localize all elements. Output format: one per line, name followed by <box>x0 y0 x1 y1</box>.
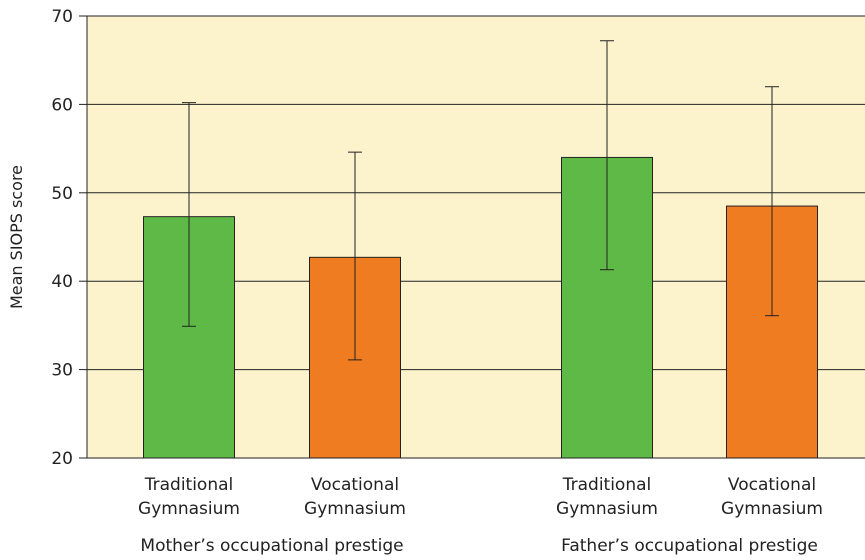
y-tick-label: 20 <box>51 449 73 469</box>
group-labels: Mother’s occupational prestige Father’s o… <box>140 536 817 556</box>
y-tick-label: 50 <box>51 184 73 204</box>
x-category-label: Vocational <box>728 475 816 495</box>
x-category-label: Traditional <box>562 475 652 495</box>
y-tick-label: 60 <box>51 95 73 115</box>
y-tick-label: 70 <box>51 7 73 27</box>
x-category-label: Gymnasium <box>556 499 658 519</box>
x-category-label: Gymnasium <box>138 499 240 519</box>
y-tick-label: 30 <box>51 361 73 381</box>
group-label: Father’s occupational prestige <box>561 536 818 556</box>
x-labels: Traditional Gymnasium Vocational Gymnasium T… <box>138 475 823 519</box>
x-category-label: Gymnasium <box>721 499 823 519</box>
group-label: Mother’s occupational prestige <box>140 536 403 556</box>
y-tick-label: 40 <box>51 272 73 292</box>
bar <box>726 205 818 459</box>
error-bars <box>182 40 779 361</box>
x-category-label: Vocational <box>311 475 399 495</box>
x-category-label: Gymnasium <box>304 499 406 519</box>
y-axis-title: Mean SIOPS score <box>7 165 26 309</box>
y-ticks: 20 30 40 50 60 70 <box>51 7 87 469</box>
x-category-label: Traditional <box>144 475 234 495</box>
